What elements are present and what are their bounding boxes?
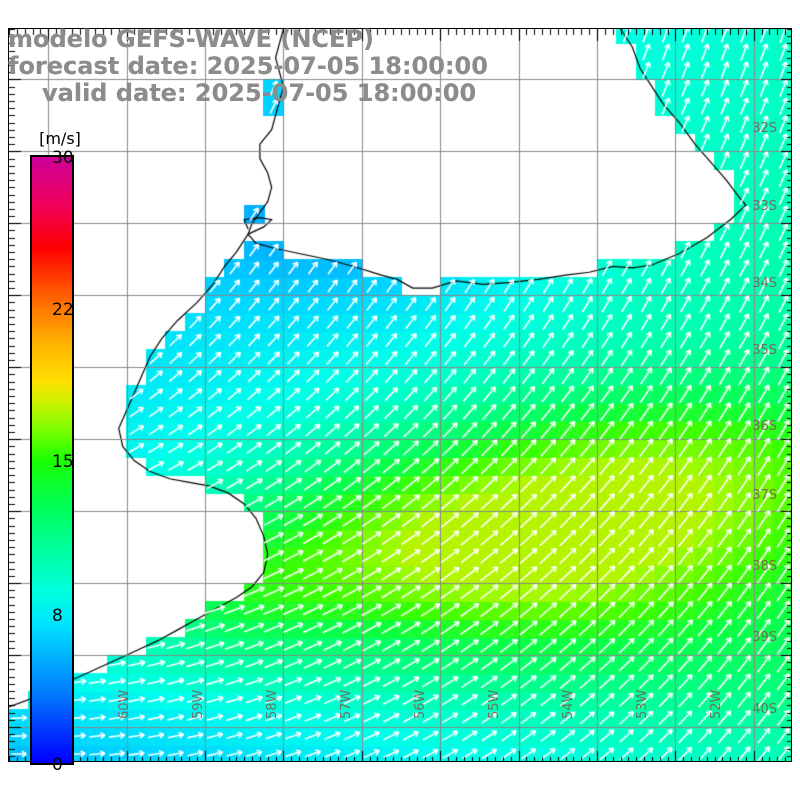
colorbar-tick-22: 22 [52,300,74,320]
colorbar-tick-30: 30 [52,148,74,168]
lon-label-57W: 57W [339,689,354,719]
lat-label-36S: 36S [752,419,777,434]
lon-label-53W: 53W [635,689,650,719]
colorbar-units-label: [m/s] [39,129,81,148]
lon-label-54W: 54W [561,689,576,719]
lon-label-58W: 58W [265,689,280,719]
lat-label-35S: 35S [752,343,777,358]
colorbar-tick-0: 0 [52,755,63,775]
lat-label-33S: 33S [752,199,777,214]
lon-label-55W: 55W [487,689,502,719]
lat-label-32S: 32S [752,121,777,136]
lat-label-38S: 38S [752,559,777,574]
map-plot-area[interactable]: 32S33S34S35S36S37S38S39S40S41S 61W60W59W… [8,28,792,762]
colorbar-gradient [30,155,74,765]
lon-label-60W: 60W [117,689,132,719]
lat-label-39S: 39S [752,630,777,645]
colorbar [30,155,78,765]
lon-label-52W: 52W [709,689,724,719]
lat-label-34S: 34S [752,276,777,291]
lon-label-59W: 59W [191,689,206,719]
axis-ticks [9,29,791,761]
lat-label-40S: 40S [752,702,777,717]
colorbar-tick-8: 8 [52,606,63,626]
lat-label-37S: 37S [752,488,777,503]
data-layer [9,29,791,761]
colorbar-tick-15: 15 [52,452,74,472]
lon-label-56W: 56W [413,689,428,719]
